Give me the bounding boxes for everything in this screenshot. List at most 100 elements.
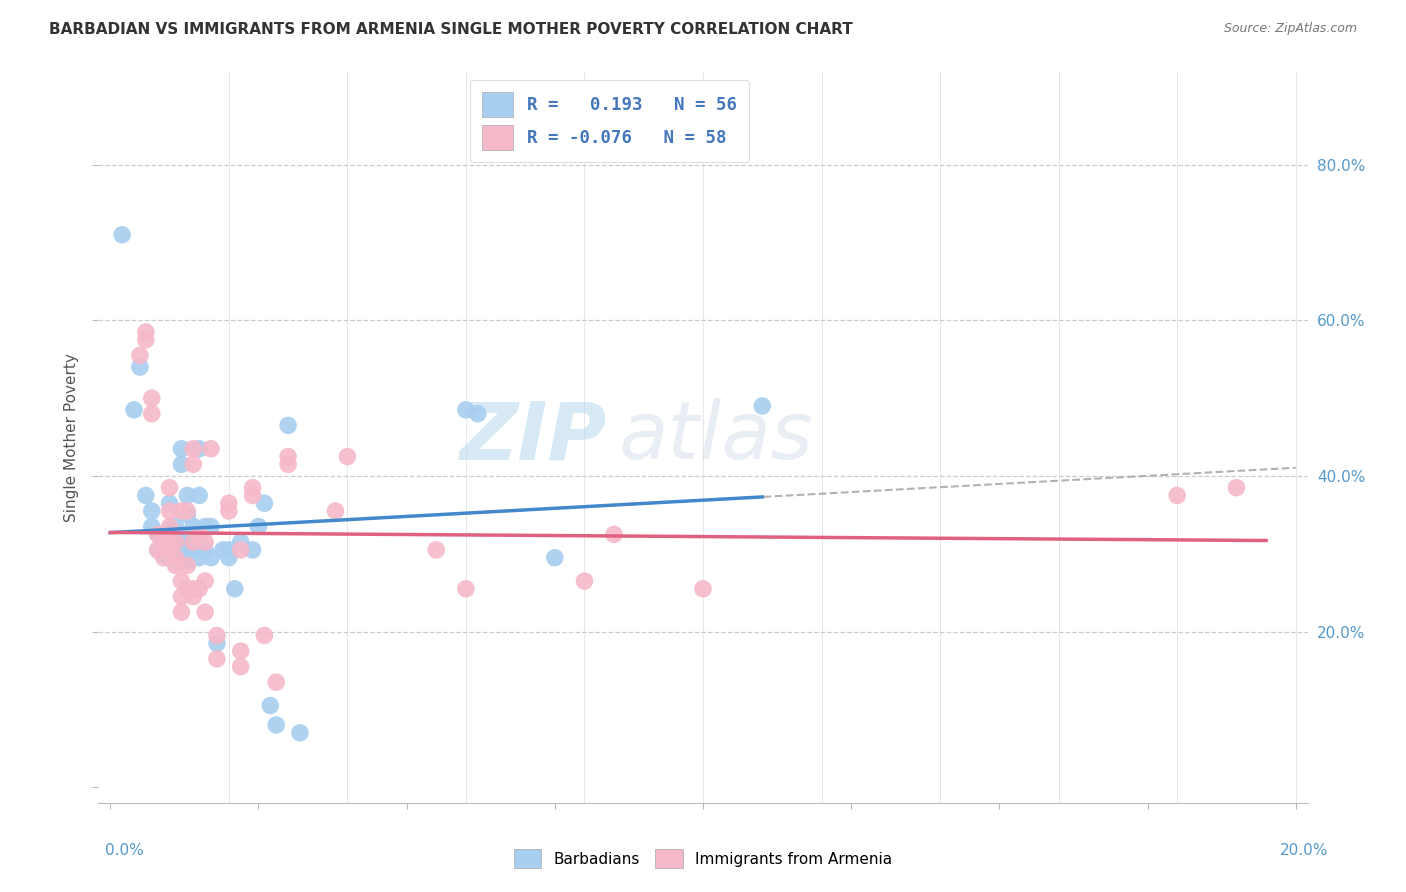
- Legend: Barbadians, Immigrants from Armenia: Barbadians, Immigrants from Armenia: [506, 841, 900, 875]
- Point: [253, 628, 276, 642]
- Point: [574, 574, 596, 588]
- Point: [188, 535, 211, 549]
- Point: [170, 442, 193, 456]
- Point: [218, 542, 240, 557]
- Point: [141, 519, 163, 533]
- Point: [425, 542, 447, 557]
- Point: [253, 496, 276, 510]
- Point: [159, 524, 181, 538]
- Point: [205, 628, 228, 642]
- Point: [152, 547, 174, 561]
- Point: [129, 359, 152, 374]
- Point: [264, 675, 287, 690]
- Point: [544, 550, 567, 565]
- Point: [603, 527, 626, 541]
- Point: [325, 504, 347, 518]
- Text: 0.0%: 0.0%: [105, 843, 145, 858]
- Point: [165, 558, 187, 573]
- Point: [218, 550, 240, 565]
- Point: [194, 542, 217, 557]
- Point: [135, 488, 157, 502]
- Point: [454, 402, 477, 417]
- Point: [176, 527, 198, 541]
- Point: [159, 542, 181, 557]
- Point: [467, 407, 489, 421]
- Point: [159, 542, 181, 557]
- Point: [170, 547, 193, 561]
- Point: [176, 582, 198, 596]
- Point: [146, 542, 169, 557]
- Text: Source: ZipAtlas.com: Source: ZipAtlas.com: [1223, 22, 1357, 36]
- Point: [146, 542, 169, 557]
- Point: [188, 442, 211, 456]
- Point: [277, 450, 299, 464]
- Point: [188, 550, 211, 565]
- Point: [181, 442, 204, 456]
- Point: [218, 496, 240, 510]
- Point: [165, 535, 187, 549]
- Point: [159, 550, 181, 565]
- Point: [176, 558, 198, 573]
- Point: [247, 519, 270, 533]
- Point: [229, 644, 252, 658]
- Point: [200, 442, 222, 456]
- Point: [152, 550, 174, 565]
- Point: [242, 481, 264, 495]
- Point: [181, 542, 204, 557]
- Point: [165, 550, 187, 565]
- Point: [264, 718, 287, 732]
- Point: [188, 582, 211, 596]
- Point: [159, 481, 181, 495]
- Point: [170, 458, 193, 472]
- Point: [194, 535, 217, 549]
- Point: [188, 488, 211, 502]
- Y-axis label: Single Mother Poverty: Single Mother Poverty: [65, 352, 79, 522]
- Point: [159, 535, 181, 549]
- Point: [159, 496, 181, 510]
- Point: [194, 574, 217, 588]
- Point: [146, 527, 169, 541]
- Point: [135, 333, 157, 347]
- Point: [141, 407, 163, 421]
- Point: [159, 504, 181, 518]
- Point: [454, 582, 477, 596]
- Point: [170, 555, 193, 569]
- Point: [176, 547, 198, 561]
- Point: [135, 325, 157, 339]
- Point: [212, 542, 235, 557]
- Point: [141, 504, 163, 518]
- Point: [259, 698, 281, 713]
- Point: [176, 508, 198, 522]
- Point: [176, 504, 198, 518]
- Point: [200, 519, 222, 533]
- Point: [242, 542, 264, 557]
- Point: [176, 488, 198, 502]
- Point: [205, 636, 228, 650]
- Point: [181, 582, 204, 596]
- Point: [165, 542, 187, 557]
- Point: [146, 527, 169, 541]
- Point: [170, 504, 193, 518]
- Point: [111, 227, 134, 242]
- Point: [122, 402, 145, 417]
- Point: [152, 535, 174, 549]
- Text: atlas: atlas: [619, 398, 813, 476]
- Point: [176, 555, 198, 569]
- Point: [141, 391, 163, 405]
- Point: [170, 605, 193, 619]
- Point: [129, 348, 152, 362]
- Point: [181, 519, 204, 533]
- Point: [194, 519, 217, 533]
- Point: [165, 519, 187, 533]
- Point: [242, 488, 264, 502]
- Point: [288, 725, 311, 739]
- Point: [277, 418, 299, 433]
- Point: [229, 535, 252, 549]
- Point: [194, 605, 217, 619]
- Point: [692, 582, 714, 596]
- Text: 20.0%: 20.0%: [1281, 843, 1329, 858]
- Point: [170, 574, 193, 588]
- Point: [152, 535, 174, 549]
- Point: [218, 504, 240, 518]
- Point: [165, 531, 187, 545]
